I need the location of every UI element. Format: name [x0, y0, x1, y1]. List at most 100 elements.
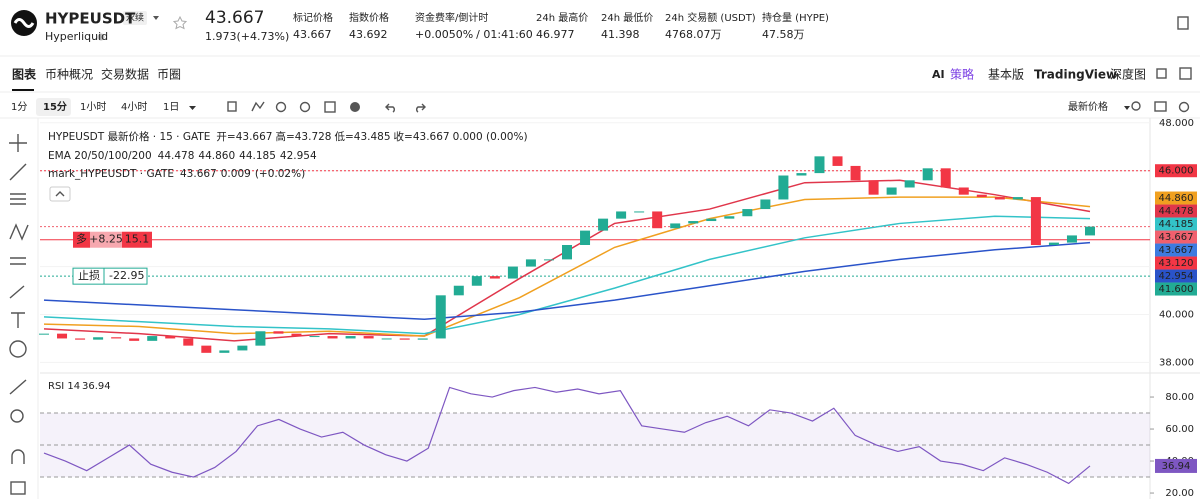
- star[interactable]: [172, 15, 188, 30]
- rsi-tag: [1155, 458, 1197, 473]
- price-source[interactable]: 最新价格: [1068, 100, 1108, 113]
- logo-mark: [13, 18, 35, 28]
- price-tag-label: 41.600: [1159, 284, 1194, 295]
- candle: [381, 338, 392, 340]
- ema-line: [43, 196, 1091, 337]
- legend-text: 收=43.667: [394, 130, 450, 143]
- tab[interactable]: TradingView: [1034, 68, 1117, 82]
- legend-text: HYPEUSDT 最新价格 · 15 · GATE: [48, 130, 210, 143]
- interval[interactable]: 1分: [11, 101, 27, 113]
- candle: [525, 259, 536, 267]
- rsi-line: [43, 386, 1091, 485]
- legend-text: EMA 20/50/100/200: [48, 150, 152, 162]
- candle: [742, 209, 753, 217]
- candle: [706, 218, 717, 222]
- tab[interactable]: 币圈: [157, 68, 181, 82]
- price-tag: [1155, 204, 1197, 218]
- interval[interactable]: 1日: [163, 102, 179, 113]
- stat-label: 持仓量 (HYPE): [762, 11, 829, 24]
- legend-text: 44.478: [158, 150, 195, 162]
- interval[interactable]: 1小时: [80, 101, 106, 113]
- funding-countdown: / 01:41:60: [476, 28, 533, 41]
- price-tag: [1155, 269, 1197, 283]
- position-pnl-bg: [90, 231, 122, 248]
- book-icon[interactable]: [1177, 16, 1189, 30]
- candle: [291, 333, 302, 337]
- rsi-tick-label: 80.00: [1165, 392, 1194, 403]
- candle: [93, 337, 104, 340]
- candle: [435, 295, 446, 339]
- price-tag-label: 44.478: [1159, 206, 1194, 217]
- candle: [814, 156, 825, 174]
- candle: [453, 285, 464, 296]
- candle: [994, 197, 1005, 200]
- stat-value: 43.667: [293, 28, 332, 41]
- price-tag-label: 43.667: [1159, 232, 1194, 243]
- candle: [922, 168, 933, 181]
- stat-value: 47.58万: [762, 28, 805, 41]
- candle: [147, 336, 158, 341]
- dropdown[interactable]: [1124, 106, 1130, 110]
- candle: [868, 180, 879, 195]
- tab[interactable]: 币种概况: [45, 68, 93, 82]
- price-tag: [1155, 256, 1197, 270]
- ema-line: [43, 215, 1091, 335]
- rsi-tick-label: 20.00: [1165, 488, 1194, 499]
- legend-text: 44.185: [239, 150, 276, 162]
- rsi-label: RSI 14: [48, 381, 80, 392]
- position-qty: 15.1: [125, 233, 150, 246]
- interval[interactable]: 4小时: [121, 101, 147, 113]
- candle: [616, 211, 627, 219]
- candle: [778, 175, 789, 200]
- symbol: HYPEUSDT: [45, 10, 136, 28]
- candle: [129, 338, 140, 341]
- dropdown[interactable]: [153, 16, 159, 20]
- rsi-tick-label: 60.00: [1165, 424, 1194, 435]
- candle: [273, 331, 284, 334]
- legend-text: mark_HYPEUSDT · GATE: [48, 168, 174, 180]
- candle: [634, 211, 645, 213]
- legend-text: 0.009: [221, 168, 251, 180]
- contract-type: 永续: [126, 12, 144, 24]
- price-tag: [1155, 243, 1197, 257]
- candle: [219, 350, 230, 353]
- candle: [976, 194, 987, 198]
- position-qty-bg: [122, 231, 152, 248]
- drawing-tools[interactable]: [9, 134, 29, 495]
- candle: [958, 187, 969, 195]
- tab[interactable]: 基本版: [988, 68, 1024, 82]
- stop-box: [72, 267, 148, 285]
- legend-text: 43.667: [180, 168, 217, 180]
- candle: [237, 345, 248, 351]
- stat-value: 43.692: [349, 28, 388, 41]
- tab[interactable]: 图表: [12, 67, 37, 82]
- ema-line: [43, 241, 1091, 321]
- candle: [165, 336, 176, 339]
- price-tag: [1155, 164, 1197, 178]
- candle: [760, 199, 771, 210]
- price-tag: [1155, 282, 1197, 296]
- legend-text: 高=43.728: [275, 130, 331, 143]
- stop-label: 止损: [78, 268, 100, 282]
- candle: [598, 218, 609, 231]
- tab[interactable]: 交易数据: [101, 67, 149, 82]
- dropdown[interactable]: [189, 106, 196, 110]
- candle: [562, 245, 572, 260]
- candle: [670, 223, 681, 229]
- funding-rate: +0.0050%: [415, 28, 473, 41]
- collapse-button[interactable]: [49, 186, 71, 202]
- tab[interactable]: 策略: [950, 67, 974, 82]
- ai-badge: AI: [932, 68, 945, 81]
- toolbar-icons[interactable]: [227, 67, 1192, 113]
- candle: [832, 156, 843, 166]
- collapse-icon: [55, 191, 65, 197]
- candle: [255, 331, 266, 346]
- tab[interactable]: 深度图: [1110, 67, 1146, 82]
- interval[interactable]: 15分: [43, 100, 67, 113]
- candle: [507, 266, 518, 279]
- price-tag-label: 46.000: [1159, 166, 1194, 177]
- candle: [904, 180, 915, 188]
- legend-text: 44.860: [198, 150, 235, 162]
- badge: [123, 11, 147, 25]
